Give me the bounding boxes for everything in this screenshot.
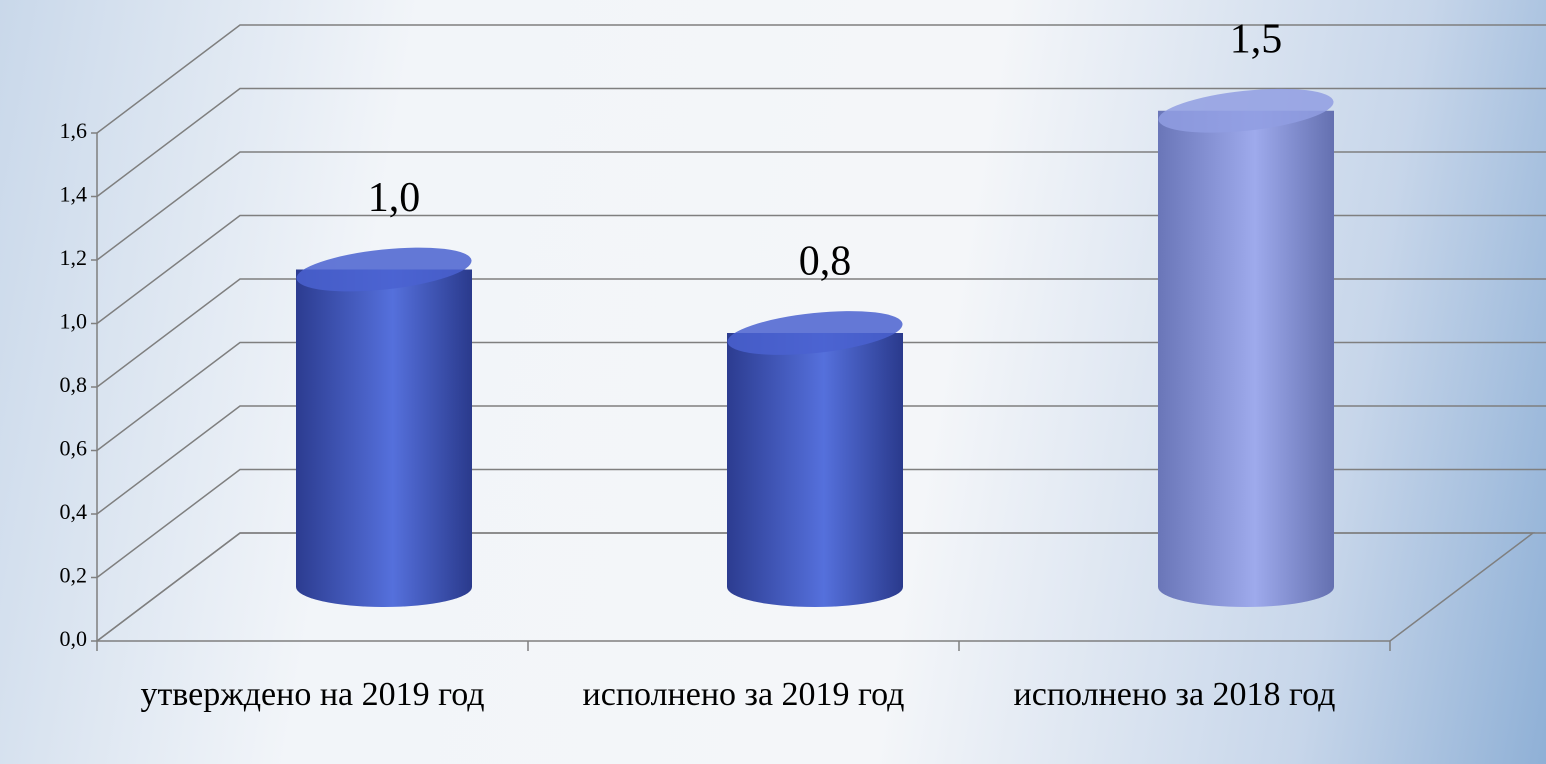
grid-line [96, 278, 1546, 388]
y-tick-label: 1,2 [60, 245, 88, 270]
value-label: 1,0 [368, 175, 421, 221]
grid-line [96, 24, 1546, 134]
grid-line [96, 151, 1546, 261]
y-tick-label: 0,4 [60, 499, 88, 524]
grid-line [96, 405, 1546, 515]
cylinder [1158, 88, 1334, 607]
y-tick-label: 0,6 [60, 436, 88, 461]
cylinder-body [727, 333, 903, 607]
cylinder-body [1158, 110, 1334, 607]
x-tick-label: исполнено за 2019 год [582, 676, 905, 713]
value-label: 1,5 [1230, 16, 1283, 62]
y-tick-label: 0,2 [60, 563, 88, 588]
cylinder-top [1158, 88, 1334, 133]
y-tick-label: 0,0 [60, 626, 88, 651]
y-tick-label: 1,6 [60, 118, 88, 143]
grid-line [96, 214, 1546, 325]
cylinder [727, 311, 903, 607]
cylinder-body [296, 269, 472, 607]
cylinder-top [727, 311, 903, 355]
x-tick-label: исполнено за 2018 год [1013, 676, 1336, 713]
cylinder-top [296, 247, 472, 292]
value-label: 0,8 [799, 239, 852, 285]
grid-line [96, 468, 1546, 579]
y-tick-label: 1,4 [60, 182, 88, 207]
y-tick-label: 0,8 [60, 372, 88, 397]
y-tick-label: 1,0 [60, 309, 88, 334]
x-tick-label: утверждено на 2019 год [140, 676, 485, 713]
cylinder [296, 247, 472, 607]
grid-line [96, 532, 1546, 642]
grid-line [96, 87, 1546, 198]
grid-line [96, 341, 1546, 452]
